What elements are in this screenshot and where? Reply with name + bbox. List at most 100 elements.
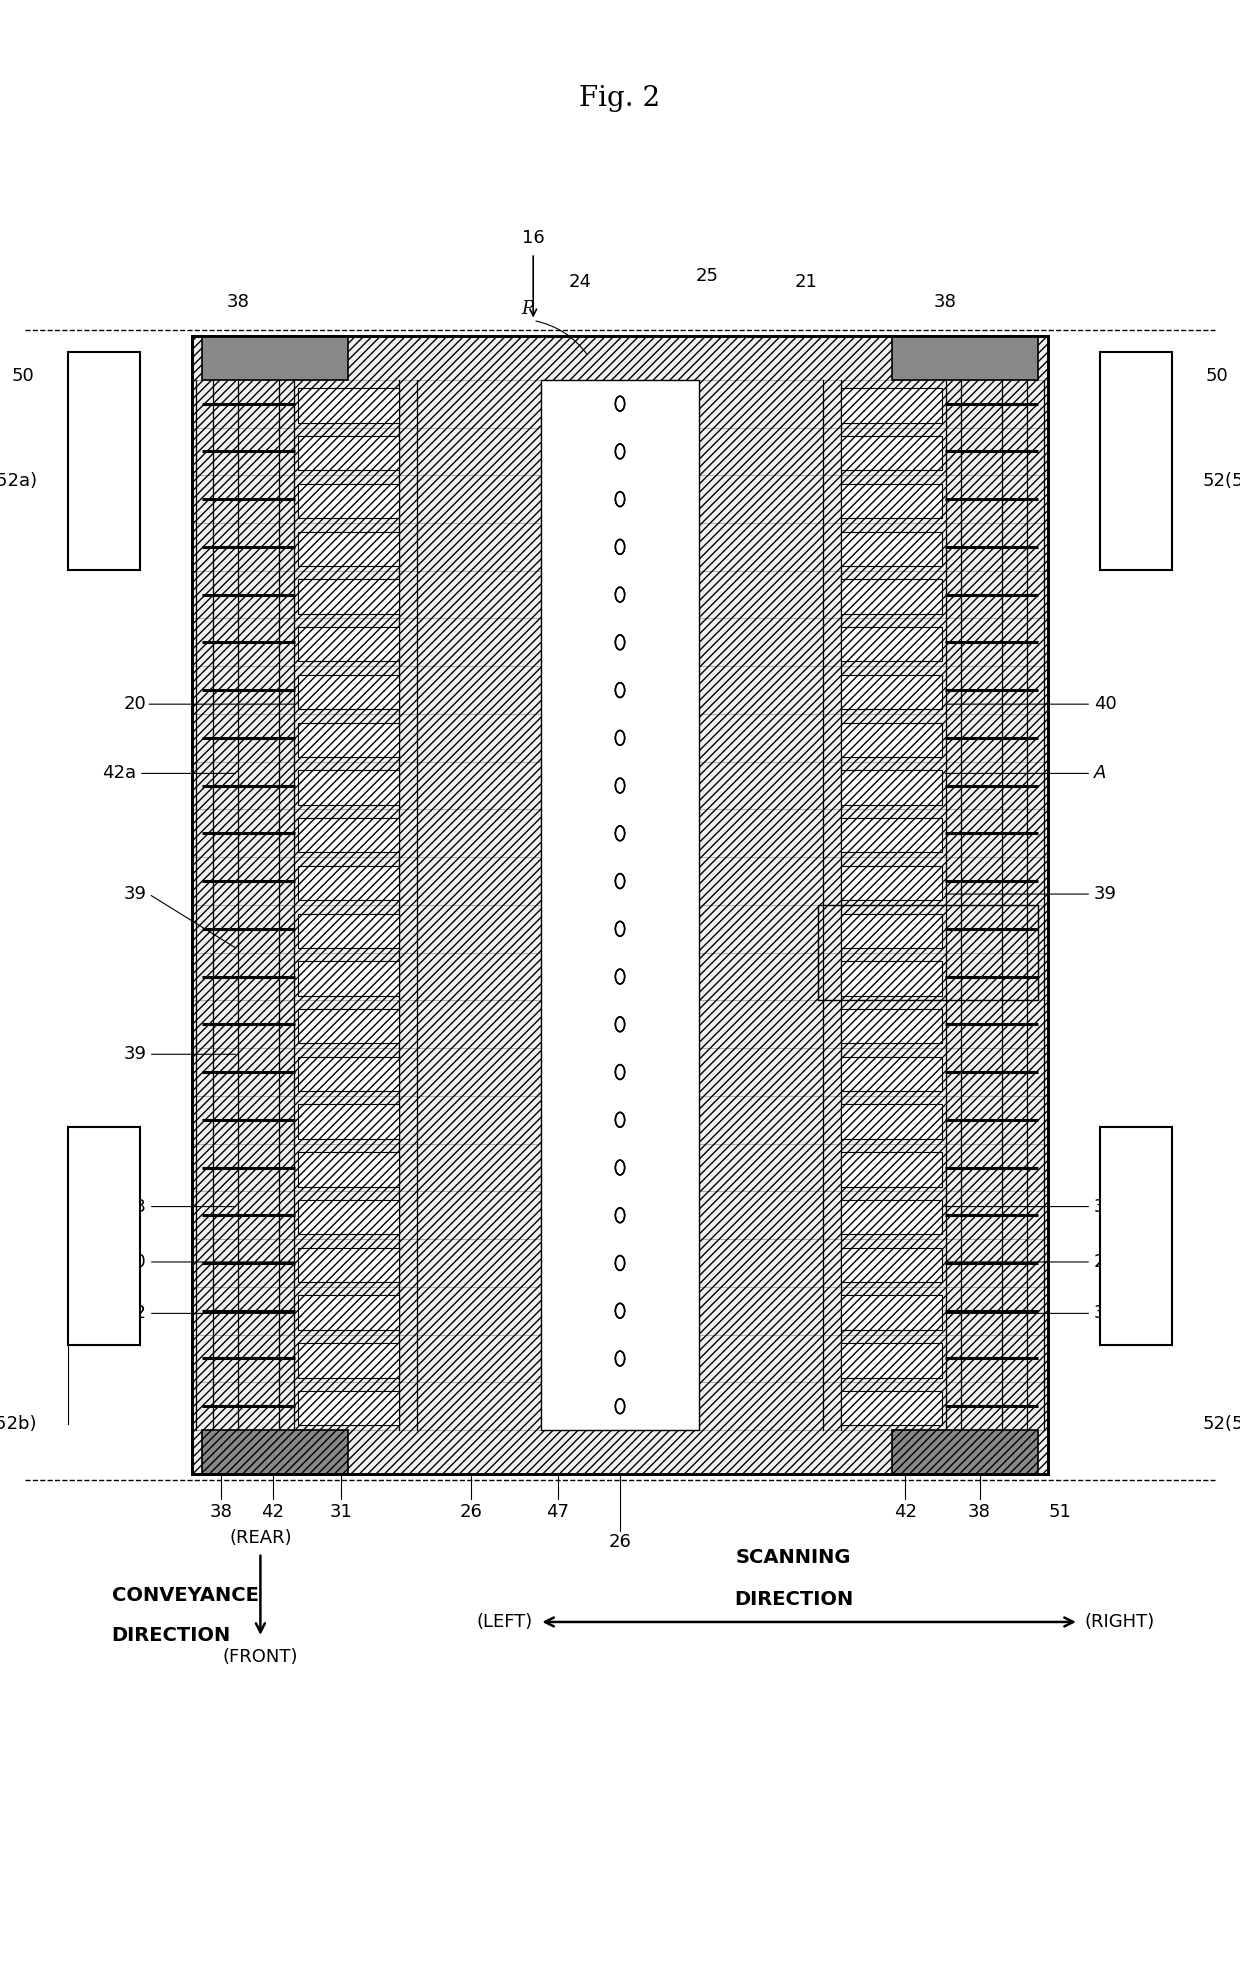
Bar — [841, 1201, 942, 1234]
Bar — [1100, 1127, 1172, 1345]
Bar — [841, 388, 942, 423]
Bar — [841, 580, 942, 613]
Text: 40: 40 — [1094, 694, 1116, 714]
Bar — [298, 722, 399, 758]
Text: 47: 47 — [547, 1503, 569, 1521]
Text: 26: 26 — [460, 1503, 482, 1521]
Bar — [298, 435, 399, 471]
Text: 50: 50 — [1205, 366, 1228, 386]
Bar — [298, 580, 399, 613]
Text: 38: 38 — [968, 1503, 991, 1521]
Text: 20: 20 — [1094, 1252, 1116, 1272]
Bar — [298, 532, 399, 566]
Text: 32: 32 — [1094, 1304, 1117, 1323]
Text: 52(52b): 52(52b) — [0, 1414, 37, 1434]
Text: 38: 38 — [934, 293, 956, 311]
Text: 38: 38 — [227, 293, 249, 311]
Text: 21: 21 — [795, 273, 817, 291]
Bar — [841, 1343, 942, 1377]
Bar — [298, 769, 399, 805]
Bar — [841, 914, 942, 947]
Bar — [841, 1153, 942, 1187]
Text: 52(52a): 52(52a) — [0, 471, 37, 491]
Bar — [298, 1248, 399, 1282]
Bar — [841, 1248, 942, 1282]
Bar — [298, 961, 399, 995]
Text: (LEFT): (LEFT) — [477, 1612, 533, 1632]
Bar — [841, 961, 942, 995]
Text: Fig. 2: Fig. 2 — [579, 85, 661, 113]
Bar — [841, 866, 942, 900]
Bar — [541, 380, 699, 1430]
Bar — [298, 1009, 399, 1042]
Bar — [298, 866, 399, 900]
Text: 20: 20 — [124, 694, 146, 714]
Bar — [298, 1343, 399, 1377]
Bar — [298, 1153, 399, 1187]
Bar — [298, 674, 399, 710]
Text: 38: 38 — [210, 1503, 232, 1521]
Bar — [298, 1104, 399, 1139]
Bar — [841, 1009, 942, 1042]
Bar — [892, 1430, 1038, 1474]
Text: 42a: 42a — [102, 764, 136, 783]
Text: 52(52b): 52(52b) — [1203, 1414, 1240, 1434]
Text: (FRONT): (FRONT) — [223, 1648, 298, 1665]
Text: (REAR): (REAR) — [229, 1529, 291, 1547]
Bar — [818, 904, 1038, 1001]
Bar — [68, 1127, 140, 1345]
Text: 31: 31 — [330, 1503, 352, 1521]
Bar — [541, 380, 699, 1430]
Bar — [298, 1391, 399, 1426]
Text: A: A — [1094, 764, 1106, 783]
Bar — [298, 1296, 399, 1329]
Bar — [298, 627, 399, 661]
Text: 16: 16 — [522, 229, 544, 247]
Text: 20: 20 — [124, 1252, 146, 1272]
Text: CONVEYANCE: CONVEYANCE — [112, 1586, 258, 1606]
Text: 39: 39 — [1094, 884, 1117, 904]
Bar — [1100, 352, 1172, 570]
Bar — [841, 769, 942, 805]
Bar — [841, 435, 942, 471]
Bar — [298, 1056, 399, 1092]
Bar — [298, 388, 399, 423]
Text: 39: 39 — [123, 1044, 146, 1064]
Bar — [841, 1296, 942, 1329]
Text: DIRECTION: DIRECTION — [734, 1590, 853, 1610]
Text: 42: 42 — [262, 1503, 284, 1521]
Text: 39: 39 — [123, 884, 146, 904]
Bar — [841, 1056, 942, 1092]
Bar — [192, 336, 1048, 1474]
Bar — [841, 674, 942, 710]
Bar — [841, 722, 942, 758]
Text: P: P — [521, 301, 533, 318]
Bar — [202, 336, 348, 380]
Bar — [841, 1104, 942, 1139]
Bar — [841, 532, 942, 566]
Text: (RIGHT): (RIGHT) — [1085, 1612, 1156, 1632]
Bar — [202, 1430, 348, 1474]
Text: 25: 25 — [696, 267, 718, 285]
Bar — [192, 336, 1048, 1474]
Text: 52(52a): 52(52a) — [1203, 471, 1240, 491]
Text: 33: 33 — [1094, 1197, 1117, 1216]
Bar — [298, 1201, 399, 1234]
Text: 51: 51 — [1049, 1503, 1071, 1521]
Text: 42: 42 — [894, 1503, 916, 1521]
Bar — [68, 352, 140, 570]
Text: 26: 26 — [609, 1533, 631, 1551]
Text: SCANNING: SCANNING — [735, 1547, 852, 1567]
Text: 32: 32 — [123, 1304, 146, 1323]
Bar — [841, 627, 942, 661]
Text: 33: 33 — [123, 1197, 146, 1216]
Bar — [841, 819, 942, 853]
Bar — [298, 485, 399, 518]
Text: 24: 24 — [569, 273, 591, 291]
Bar — [298, 819, 399, 853]
Bar — [892, 336, 1038, 380]
Bar — [841, 1391, 942, 1426]
Text: 50: 50 — [12, 366, 35, 386]
Bar — [298, 914, 399, 947]
Text: DIRECTION: DIRECTION — [112, 1626, 231, 1646]
